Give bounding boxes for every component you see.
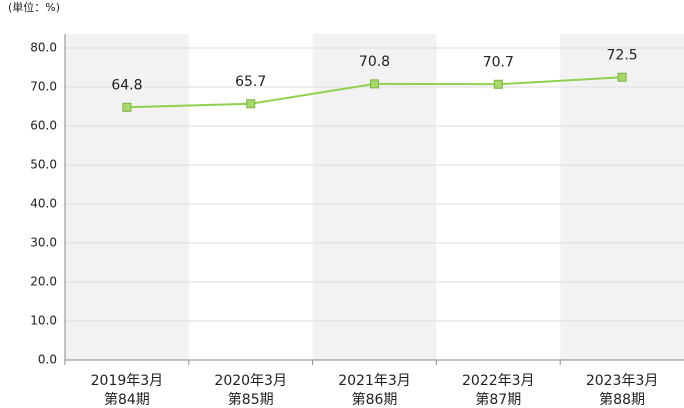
marker — [122, 102, 132, 112]
x-tick-label: 2020年3月 — [214, 373, 287, 389]
x-tick-label: 2021年3月 — [338, 373, 411, 389]
unit-label: (単位：%) — [8, 0, 60, 14]
x-tick-label: 第87期 — [475, 391, 521, 408]
y-tick-label: 40.0 — [30, 197, 57, 211]
data-label: 70.7 — [483, 54, 514, 70]
y-tick-label: 70.0 — [30, 80, 57, 94]
marker — [493, 79, 503, 89]
marker — [370, 79, 379, 89]
y-tick-label: 60.0 — [30, 119, 57, 133]
x-tick-label: 第86期 — [352, 391, 398, 408]
marker — [617, 72, 627, 82]
y-tick-label: 50.0 — [30, 158, 57, 172]
x-tick-label: 第85期 — [228, 391, 274, 408]
y-tick-label: 0.0 — [38, 353, 57, 367]
x-tick-label: 第84期 — [104, 391, 150, 408]
y-tick-label: 10.0 — [30, 314, 57, 328]
y-tick-label: 30.0 — [30, 236, 57, 250]
x-tick-label: 2023年3月 — [586, 373, 659, 389]
data-label: 65.7 — [235, 74, 266, 90]
marker — [246, 99, 256, 109]
y-tick-label: 80.0 — [30, 41, 57, 55]
data-label: 70.8 — [359, 54, 390, 70]
data-label: 64.8 — [111, 77, 142, 93]
x-tick-label: 2019年3月 — [91, 373, 164, 389]
data-label: 72.5 — [607, 47, 638, 63]
x-tick-label: 第88期 — [599, 391, 645, 408]
band-shade — [560, 34, 684, 360]
band-shade — [65, 34, 189, 360]
y-tick-label: 20.0 — [30, 275, 57, 289]
x-tick-label: 2022年3月 — [462, 373, 535, 389]
